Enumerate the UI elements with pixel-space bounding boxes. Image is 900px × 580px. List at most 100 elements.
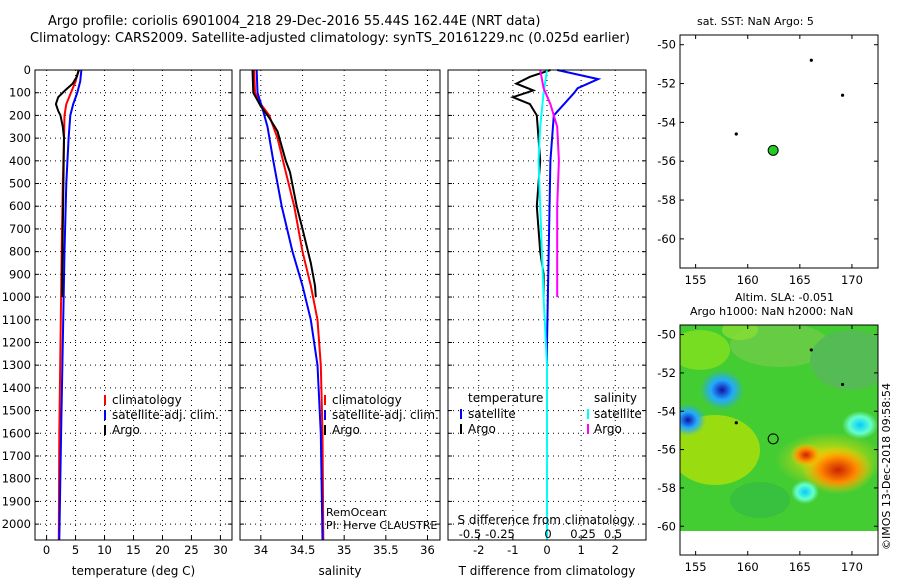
y-tick-label: -54 — [657, 404, 676, 418]
legend-label: satellite-adj. clim. — [112, 408, 219, 422]
annotation-text: PI: Herve CLAUSTRE — [326, 519, 437, 532]
map-frame — [679, 34, 879, 269]
x-tick-label: 36 — [420, 543, 435, 557]
sla-map-title: Altim. SLA: -0.051 — [735, 291, 834, 304]
annotation-text: RemOcean — [326, 506, 386, 519]
plot-frame — [239, 69, 441, 541]
neighbor-profile-dot — [809, 58, 813, 62]
x-tick-label: 30 — [213, 543, 228, 557]
legend-label: Argo — [332, 423, 360, 437]
legend-label: satellite-adj. clim. — [332, 408, 439, 422]
neighbor-profile-dot — [734, 421, 738, 425]
x-tick-label: 2 — [612, 543, 619, 557]
map-frame — [679, 324, 879, 556]
legend-title-salinity: salinity — [594, 391, 637, 405]
y-tick-label: 1000 — [2, 290, 31, 304]
legend-label: Argo — [468, 422, 496, 436]
temperature-panel: 0100200300400500600700800900100011001200… — [2, 63, 233, 578]
legend-label: Argo — [594, 422, 622, 436]
y-tick-label: 2000 — [2, 517, 31, 531]
y-tick-label: 700 — [9, 222, 31, 236]
x-tick-label: 160 — [737, 273, 759, 287]
sla-map: 155 160 165 170 -50 -52 -54 -56 -58 -60 — [657, 324, 879, 574]
x-tick-label: 35.5 — [373, 543, 399, 557]
y-tick-label: 1100 — [2, 313, 31, 327]
x-tick-label: 15 — [126, 543, 141, 557]
y-tick-label: 1800 — [2, 472, 31, 486]
series-line-s-satellite — [537, 69, 548, 540]
profile-location-marker — [767, 144, 779, 156]
y-tick-label: 1200 — [2, 335, 31, 349]
y-tick-label: 500 — [9, 177, 31, 191]
y-tick-label: -58 — [657, 193, 676, 207]
x2-tick-label: 0 — [544, 527, 551, 541]
y-tick-label: 600 — [9, 199, 31, 213]
x-tick-label: 1 — [577, 543, 584, 557]
legend-label: climatology — [112, 393, 182, 407]
y-tick-label: 400 — [9, 154, 31, 168]
y-tick-label: 800 — [9, 245, 31, 259]
legend-title-temperature: temperature — [468, 391, 543, 405]
x-tick-label: 165 — [789, 560, 811, 574]
y-tick-label: -60 — [657, 519, 676, 533]
x-tick-label: 25 — [184, 543, 199, 557]
legend-label: climatology — [332, 393, 402, 407]
y-tick-label: -54 — [657, 115, 676, 129]
series-line-argo — [54, 69, 80, 298]
sla-map-subtitle: Argo h1000: NaN h2000: NaN — [690, 305, 853, 318]
y-tick-label: 900 — [9, 267, 31, 281]
x-tick-label: 170 — [841, 560, 863, 574]
series-line-satellite-adj-clim- — [255, 69, 324, 541]
x-tick-label: 0 — [43, 543, 50, 557]
neighbor-profile-dot — [809, 348, 813, 352]
x2-tick-label: 0.5 — [604, 527, 622, 541]
x-axis-label-salinity-difference: S difference from climatology — [458, 513, 635, 527]
series-line-argo — [251, 69, 317, 298]
x-tick-label: 34.5 — [290, 543, 316, 557]
x-axis-label: temperature (deg C) — [72, 564, 195, 578]
x-tick-label: -1 — [507, 543, 518, 557]
y-tick-label: 1900 — [2, 494, 31, 508]
x-tick-label: 35 — [337, 543, 352, 557]
x2-tick-label: -0.25 — [485, 527, 515, 541]
y-tick-label: 200 — [9, 108, 31, 122]
y-tick-label: 1700 — [2, 449, 31, 463]
sla-heatmap — [680, 325, 878, 531]
y-tick-label: -52 — [657, 77, 676, 91]
title-line-1: Argo profile: coriolis 6901004_218 29-De… — [48, 14, 540, 29]
series-line-t-satellite — [546, 69, 602, 540]
title-line-2: Climatology: CARS2009. Satellite-adjuste… — [30, 31, 630, 46]
series-line-satellite-adj-clim- — [58, 69, 83, 541]
sst-map: 155 160 165 170 -50 -52 -54 -56 -58 -60 — [657, 34, 879, 287]
x-tick-label: 170 — [841, 273, 863, 287]
x-tick-label: 20 — [155, 543, 170, 557]
legend-label: Argo — [112, 423, 140, 437]
series-line-s-argo — [539, 69, 560, 298]
y-tick-label: 1600 — [2, 426, 31, 440]
plot-frame — [447, 69, 647, 541]
y-tick-label: 0 — [24, 63, 31, 77]
x2-tick-label: -0.5 — [459, 527, 481, 541]
difference-panel: -2 -1 0 1 2 T difference from climatology temp… — [447, 69, 647, 578]
y-tick-label: -58 — [657, 481, 676, 495]
y-tick-label: 1300 — [2, 358, 31, 372]
neighbor-profile-dot — [734, 132, 738, 136]
x-tick-label: 0 — [543, 543, 550, 557]
x-tick-label: 34 — [254, 543, 269, 557]
y-tick-label: -60 — [657, 232, 676, 246]
y-tick-label: 100 — [9, 86, 31, 100]
salinity-panel: 34 34.5 35 35.5 36 salinity climatologysatelli… — [239, 69, 441, 578]
y-tick-label: 1500 — [2, 404, 31, 418]
neighbor-profile-dot — [840, 93, 845, 97]
imos-footer: ©IMOS 13-Dec-2018 09:58:54 — [880, 383, 893, 550]
legend-label: satellite — [468, 407, 516, 421]
y-tick-label: 1400 — [2, 381, 31, 395]
x2-tick-label: 0.25 — [570, 527, 596, 541]
y-tick-label: -56 — [657, 443, 676, 457]
neighbor-profile-dot — [840, 382, 845, 387]
y-tick-label: -50 — [657, 38, 676, 52]
sst-map-title: sat. SST: NaN Argo: 5 — [697, 15, 814, 28]
y-tick-label: -52 — [657, 366, 676, 380]
x-axis-label: salinity — [318, 564, 361, 578]
